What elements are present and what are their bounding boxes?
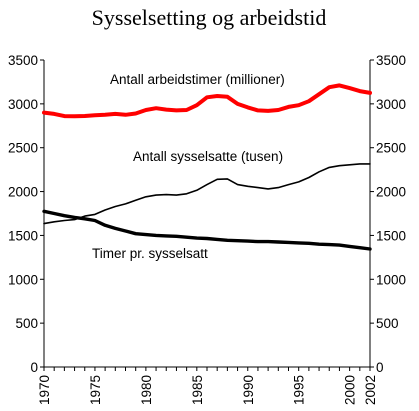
y-tick-label-right: 500	[376, 316, 399, 331]
y-tick-label-right: 1500	[376, 228, 406, 243]
series-line-1	[42, 83, 372, 119]
y-tick-label-left: 500	[15, 316, 38, 331]
y-tick-label-left: 0	[30, 360, 38, 375]
chart-title: Sysselsetting og arbeidstid	[92, 5, 327, 30]
x-tick-label: 2002	[363, 375, 378, 405]
y-tick-label-left: 3500	[8, 53, 38, 68]
y-tick-label-right: 2500	[376, 141, 406, 156]
annotation-sysselsatte: Antall sysselsatte (tusen)	[133, 149, 283, 164]
y-tick-label-right: 1000	[376, 272, 406, 287]
y-tick-label-right: 3500	[376, 53, 406, 68]
series-line-3	[42, 209, 372, 251]
y-tick-label-left: 3000	[8, 97, 38, 112]
x-tick-label: 1985	[190, 375, 205, 405]
annotation-timer: Timer pr. sysselsatt	[92, 246, 208, 261]
x-tick-label: 1970	[37, 375, 52, 405]
y-tick-label-right: 0	[376, 360, 384, 375]
x-tick-label: 2000	[343, 375, 358, 405]
y-ticks-right: 0 500 1000 1500 2000 2500 3000 3500	[370, 53, 406, 375]
y-ticks-left: 0 500 1000 1500 2000 2500 3000 3500	[8, 53, 44, 375]
y-tick-label-left: 2500	[8, 141, 38, 156]
series-lines	[42, 83, 372, 251]
x-tick-label: 1995	[292, 375, 307, 405]
y-tick-label-left: 2000	[8, 185, 38, 200]
x-ticks: 1970 1975 1980 1985 1990 1995 2000 2002	[37, 367, 378, 405]
y-tick-label-right: 3000	[376, 97, 406, 112]
series-line-2	[43, 163, 371, 225]
y-tick-label-left: 1500	[8, 228, 38, 243]
y-tick-label-right: 2000	[376, 185, 406, 200]
x-tick-label: 1990	[241, 375, 256, 405]
x-tick-label: 1980	[139, 375, 154, 405]
y-tick-label-left: 1000	[8, 272, 38, 287]
annotation-arbeidstimer: Antall arbeidstimer (millioner)	[110, 72, 285, 87]
x-tick-label: 1975	[88, 375, 103, 405]
